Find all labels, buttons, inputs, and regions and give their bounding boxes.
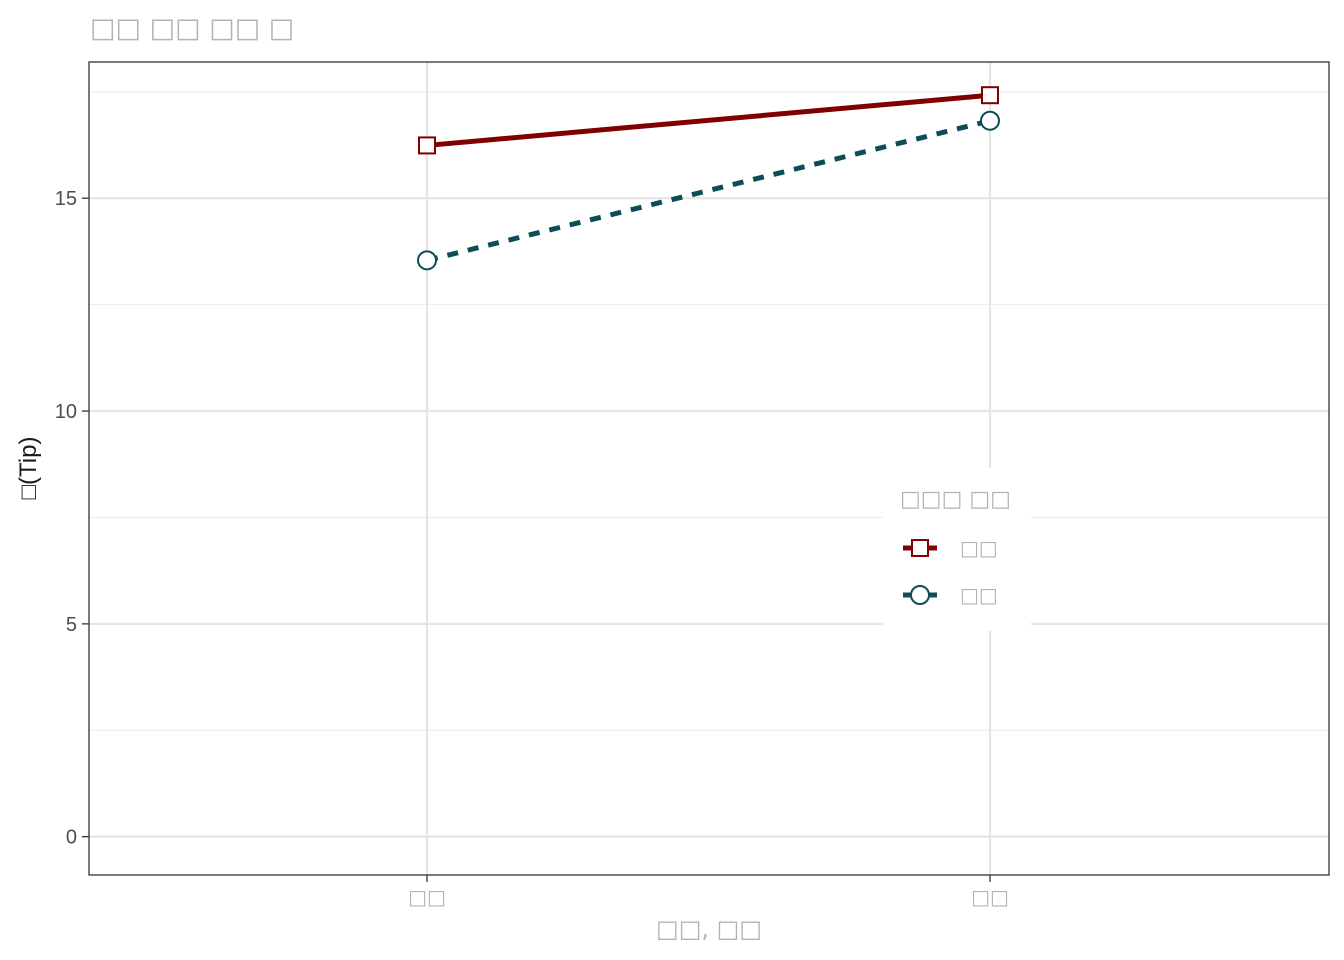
y-tick-label: 5 [66,614,77,636]
minor-gridlines [89,91,1329,731]
y-tick-label: 10 [55,401,77,423]
x-axis: □□ □□ [408,875,1009,909]
series-line-2 [426,118,991,263]
legend: □□□ □□ □□ □□ [883,468,1031,631]
plot-panel-border [88,61,1330,876]
series-line-1 [426,92,991,148]
x-tick-label: □□ [971,885,1009,909]
y-axis-title: □(Tip) [15,437,42,500]
x-tick-label: □□ [408,885,446,909]
data-point-circle [417,250,437,271]
x-axis-title: □□, □□ [656,915,762,943]
y-tick-label: 0 [66,827,77,849]
series-layer [417,86,1000,271]
data-point-circle [980,110,1000,131]
legend-key-circle [910,585,930,605]
y-axis: 0 5 10 15 [55,188,89,849]
major-gridlines [89,62,1329,875]
chart-title: □□ □□ □□ □ [90,13,294,44]
legend-label: □□ [960,583,998,607]
legend-items: □□ □□ [903,536,998,607]
data-point-square [418,136,436,155]
legend-title: □□□ □□ [900,487,1011,512]
y-tick-label: 15 [55,188,77,210]
data-point-square [981,86,999,105]
legend-key-square [911,539,929,557]
legend-label: □□ [960,536,998,560]
